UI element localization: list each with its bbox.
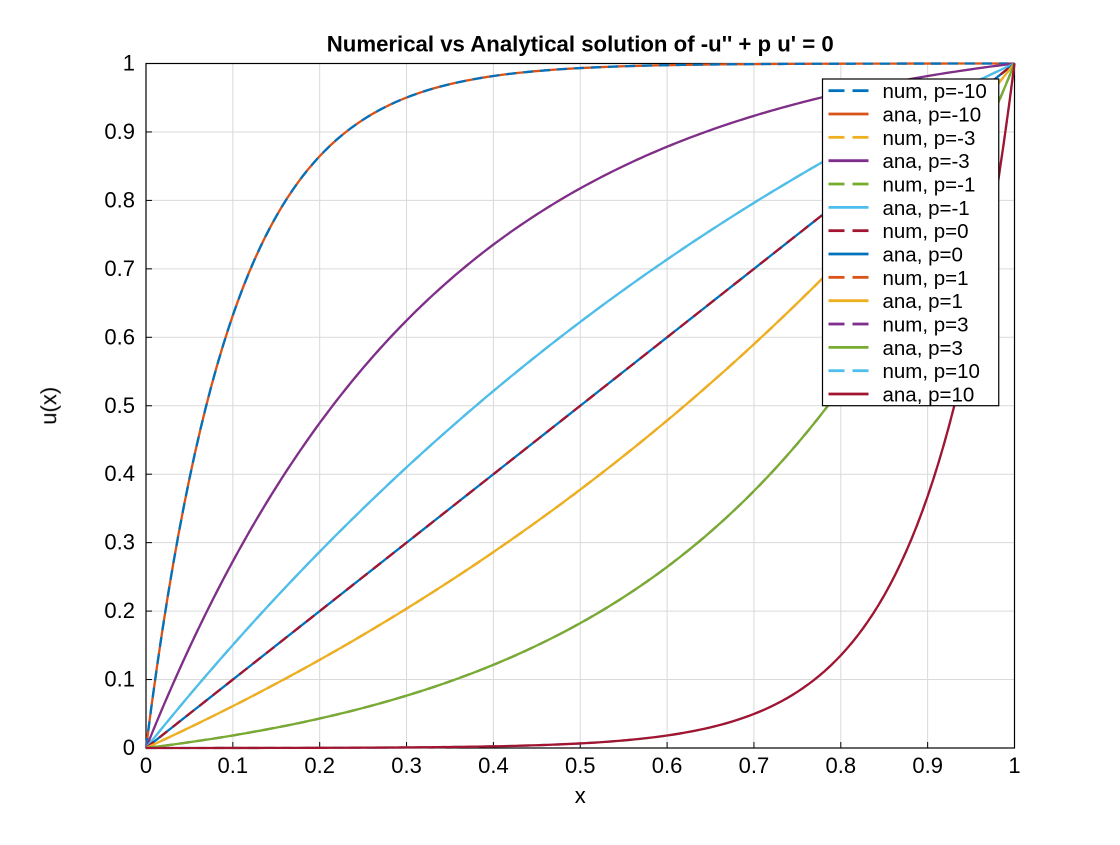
svg-text:0: 0 bbox=[140, 753, 152, 778]
svg-text:0.5: 0.5 bbox=[565, 753, 596, 778]
svg-text:ana, p=3: ana, p=3 bbox=[883, 337, 963, 360]
svg-text:0.8: 0.8 bbox=[826, 753, 857, 778]
svg-text:0.4: 0.4 bbox=[104, 461, 135, 486]
svg-text:0.6: 0.6 bbox=[652, 753, 683, 778]
svg-text:0.3: 0.3 bbox=[104, 530, 135, 555]
svg-text:num, p=10: num, p=10 bbox=[883, 360, 980, 383]
svg-text:0.7: 0.7 bbox=[739, 753, 770, 778]
svg-text:0.6: 0.6 bbox=[104, 324, 135, 349]
svg-text:0.4: 0.4 bbox=[478, 753, 509, 778]
svg-text:0.7: 0.7 bbox=[104, 256, 135, 281]
svg-text:0.2: 0.2 bbox=[104, 598, 135, 623]
svg-text:num, p=-3: num, p=-3 bbox=[883, 127, 976, 150]
svg-text:1: 1 bbox=[123, 51, 135, 76]
svg-text:num, p=3: num, p=3 bbox=[883, 314, 969, 337]
svg-text:ana, p=0: ana, p=0 bbox=[883, 244, 963, 267]
svg-text:num, p=0: num, p=0 bbox=[883, 220, 969, 243]
svg-text:0.2: 0.2 bbox=[304, 753, 335, 778]
svg-text:0.5: 0.5 bbox=[104, 393, 135, 418]
svg-text:ana, p=-10: ana, p=-10 bbox=[883, 104, 982, 127]
svg-text:ana, p=-3: ana, p=-3 bbox=[883, 150, 970, 173]
svg-text:0.9: 0.9 bbox=[104, 119, 135, 144]
svg-text:1: 1 bbox=[1008, 753, 1020, 778]
svg-text:Numerical vs Analytical soluti: Numerical vs Analytical solution of -u''… bbox=[327, 32, 834, 57]
svg-text:0.1: 0.1 bbox=[104, 667, 135, 692]
svg-text:num, p=-10: num, p=-10 bbox=[883, 80, 987, 103]
svg-text:0.3: 0.3 bbox=[391, 753, 422, 778]
svg-text:ana, p=-1: ana, p=-1 bbox=[883, 197, 970, 220]
svg-text:0.9: 0.9 bbox=[912, 753, 943, 778]
svg-text:num, p=-1: num, p=-1 bbox=[883, 174, 976, 197]
svg-text:x: x bbox=[575, 783, 586, 808]
svg-text:ana, p=10: ana, p=10 bbox=[883, 384, 975, 407]
svg-text:num, p=1: num, p=1 bbox=[883, 267, 969, 290]
svg-text:0: 0 bbox=[123, 735, 135, 760]
svg-text:ana, p=1: ana, p=1 bbox=[883, 290, 963, 313]
svg-text:0.8: 0.8 bbox=[104, 187, 135, 212]
svg-text:u(x): u(x) bbox=[36, 387, 61, 425]
svg-text:0.1: 0.1 bbox=[218, 753, 249, 778]
